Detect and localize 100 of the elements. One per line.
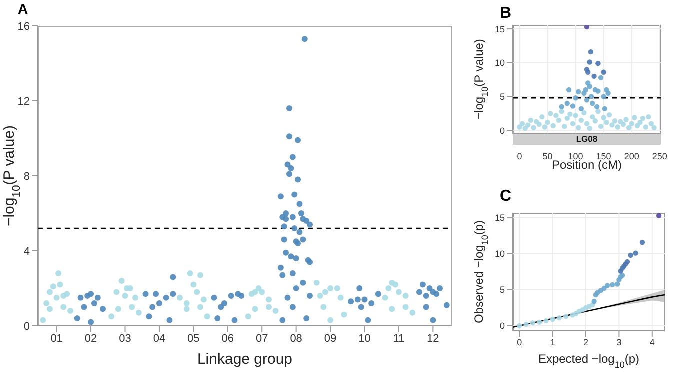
point <box>554 113 559 118</box>
x-tick-label: 1 <box>550 337 556 348</box>
point <box>118 278 125 284</box>
point <box>576 89 582 95</box>
point <box>556 118 562 124</box>
point <box>562 124 568 130</box>
y-tick-label: 0 <box>500 126 505 136</box>
x-tick-label: 11 <box>393 332 405 345</box>
point <box>256 286 262 292</box>
point <box>522 126 528 132</box>
y-tick-label: 10 <box>494 58 505 68</box>
x-tick-label: 04 <box>153 332 166 345</box>
x-tick-label: 4 <box>650 337 655 348</box>
point <box>389 306 396 312</box>
x-axis-title: Linkage group <box>197 351 293 368</box>
point <box>568 112 573 117</box>
point <box>54 294 60 301</box>
x-tick-label: 01 <box>50 332 63 345</box>
x-tick-label: 08 <box>290 332 302 345</box>
point <box>632 115 638 120</box>
point <box>402 293 409 299</box>
point <box>64 291 70 298</box>
point <box>190 282 197 288</box>
point <box>592 298 597 304</box>
point <box>328 317 334 324</box>
point <box>629 121 634 126</box>
y-tick-label: 0 <box>24 320 30 333</box>
y-tick-label: 5 <box>500 285 505 296</box>
point <box>50 284 56 290</box>
point <box>620 122 626 128</box>
point <box>272 308 279 314</box>
point <box>341 312 348 318</box>
point <box>566 87 572 93</box>
point <box>646 114 652 120</box>
point <box>266 296 272 303</box>
point <box>601 70 606 75</box>
x-tick-label: 10 <box>358 332 371 345</box>
point <box>592 74 597 80</box>
x-tick-label: 09 <box>324 332 337 345</box>
point <box>108 314 115 320</box>
point <box>382 294 388 301</box>
point <box>606 112 612 118</box>
point <box>573 96 578 101</box>
point <box>590 100 596 106</box>
point <box>559 104 564 110</box>
point <box>601 94 606 100</box>
point <box>652 125 657 131</box>
point <box>530 320 536 326</box>
point <box>44 300 50 306</box>
point <box>594 104 600 110</box>
point <box>638 120 643 126</box>
point <box>531 125 536 131</box>
point <box>68 308 74 314</box>
point <box>640 240 646 246</box>
point <box>643 124 648 130</box>
x-tick-label: 3 <box>616 337 622 348</box>
point <box>596 109 601 114</box>
point <box>517 124 522 130</box>
x-tick-label: 0 <box>517 151 522 162</box>
chart-title: C <box>500 188 512 205</box>
point <box>578 106 584 112</box>
point <box>587 126 592 132</box>
point <box>266 304 272 310</box>
x-tick-label: 02 <box>84 332 98 345</box>
point <box>584 121 590 126</box>
point <box>127 286 134 292</box>
point <box>582 110 587 116</box>
point <box>200 296 207 303</box>
point <box>584 98 590 103</box>
point <box>540 114 545 120</box>
point <box>640 116 646 122</box>
point <box>564 100 570 106</box>
point <box>606 90 611 96</box>
y-tick-label: 10 <box>494 249 505 260</box>
point <box>588 49 594 55</box>
point <box>392 282 399 288</box>
point <box>634 123 640 128</box>
point <box>570 104 576 109</box>
point <box>129 304 136 310</box>
point <box>604 283 610 288</box>
x-tick-label: 12 <box>427 332 440 345</box>
point <box>576 125 582 131</box>
point <box>194 289 200 296</box>
point <box>610 282 616 288</box>
point <box>542 124 548 130</box>
x-tick-label: 250 <box>652 151 668 162</box>
point <box>604 120 610 126</box>
point <box>614 282 620 287</box>
point <box>601 115 606 120</box>
point <box>564 314 569 320</box>
point <box>187 270 194 276</box>
point <box>656 213 662 218</box>
point <box>122 293 128 299</box>
point <box>176 294 183 301</box>
point <box>545 120 550 126</box>
point <box>536 122 542 128</box>
point <box>114 289 120 296</box>
y-tick-label: 5 <box>500 92 505 102</box>
y-tick-label: 8 <box>24 170 30 183</box>
point <box>252 306 258 312</box>
